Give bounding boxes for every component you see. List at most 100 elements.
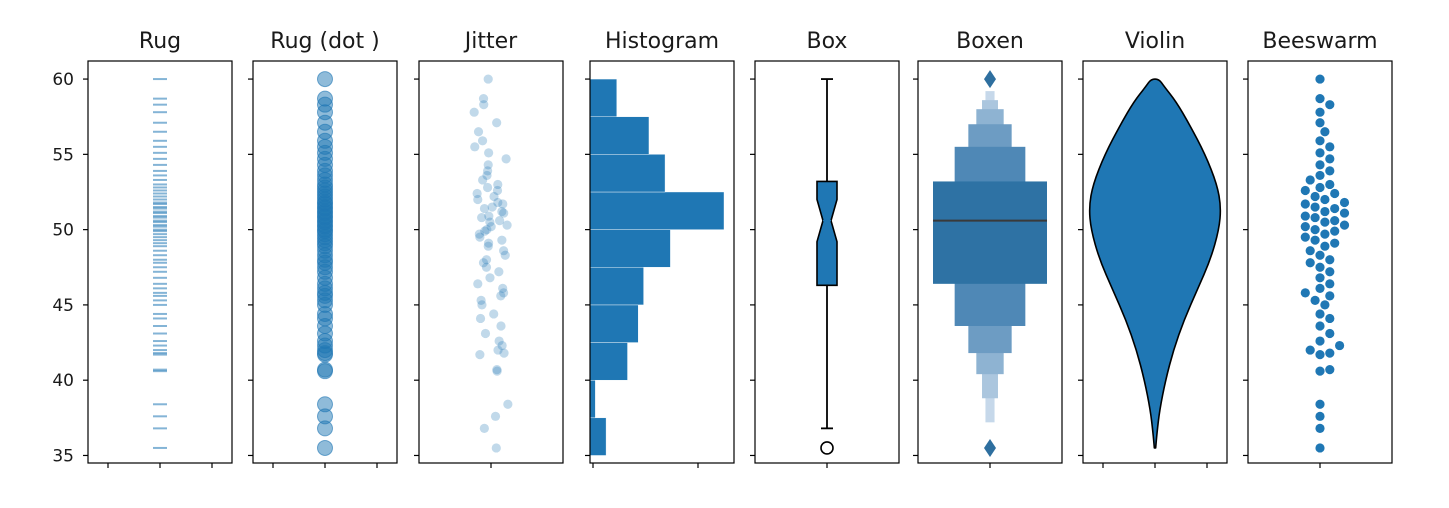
panel-jitter: Jitter bbox=[414, 29, 564, 468]
beeswarm-point bbox=[1330, 215, 1340, 226]
box-body bbox=[816, 180, 838, 287]
panel-violin: Violin bbox=[1078, 29, 1228, 468]
jitter-point bbox=[483, 241, 493, 251]
jitter-point bbox=[474, 229, 484, 239]
beeswarm-point bbox=[1330, 203, 1340, 214]
jitter-point bbox=[482, 182, 493, 193]
y-tick-label: 55 bbox=[52, 145, 74, 165]
jitter-point bbox=[499, 288, 509, 298]
jitter-point bbox=[494, 267, 504, 277]
beeswarm-point bbox=[1315, 182, 1325, 193]
jitter-point bbox=[484, 148, 494, 158]
panels: Rug Rug (dot ) Jitter Histogram Box Boxen Viol… bbox=[83, 29, 1393, 468]
jitter-point bbox=[493, 197, 503, 208]
boxen-outlier bbox=[984, 438, 996, 457]
jitter-point bbox=[497, 235, 507, 245]
beeswarm-point bbox=[1300, 288, 1310, 298]
beeswarm-point bbox=[1310, 191, 1320, 202]
beeswarm-point bbox=[1315, 443, 1325, 453]
beeswarm-point bbox=[1320, 206, 1330, 217]
beeswarm-point bbox=[1315, 170, 1325, 181]
beeswarm-point bbox=[1305, 246, 1315, 256]
jitter-point bbox=[502, 220, 512, 230]
rug-dot bbox=[317, 361, 333, 378]
jitter-point bbox=[477, 300, 487, 310]
panel-frame bbox=[1247, 60, 1393, 464]
jitter-point bbox=[483, 166, 493, 176]
histogram-bar bbox=[589, 229, 671, 268]
y-axis: 35 40 45 50 55 60 bbox=[52, 70, 74, 466]
jitter-point bbox=[495, 215, 505, 226]
jitter-point bbox=[490, 411, 501, 421]
marks bbox=[1088, 78, 1222, 449]
beeswarm-point bbox=[1315, 118, 1325, 128]
jitter-point bbox=[473, 279, 483, 289]
jitter-point bbox=[496, 321, 506, 331]
histogram-bar bbox=[589, 417, 607, 456]
beeswarm-point bbox=[1320, 241, 1330, 251]
jitter-point bbox=[498, 199, 508, 209]
jitter-point bbox=[479, 423, 489, 433]
marks bbox=[1300, 74, 1350, 453]
jitter-point bbox=[481, 262, 492, 272]
panel-title: Histogram bbox=[605, 29, 719, 54]
beeswarm-point bbox=[1310, 235, 1320, 245]
panel-title: Boxen bbox=[956, 29, 1024, 54]
beeswarm-point bbox=[1315, 411, 1325, 421]
jitter-point bbox=[503, 399, 513, 409]
jitter-point bbox=[487, 202, 497, 212]
jitter-point bbox=[475, 313, 486, 324]
jitter-point bbox=[483, 160, 493, 170]
beeswarm-point bbox=[1300, 211, 1310, 221]
beeswarm-point bbox=[1315, 349, 1325, 360]
jitter-point bbox=[493, 179, 503, 190]
jitter-point bbox=[499, 246, 509, 256]
jitter-point bbox=[478, 94, 489, 104]
jitter-point bbox=[492, 366, 502, 376]
histogram-bar bbox=[589, 78, 617, 117]
marks bbox=[816, 78, 838, 455]
panel-beeswarm: Beeswarm bbox=[1243, 29, 1393, 468]
panel-title: Violin bbox=[1125, 29, 1185, 54]
panel-box: Box bbox=[750, 29, 900, 468]
rug-dot bbox=[317, 71, 333, 88]
histogram-bar bbox=[589, 267, 644, 306]
beeswarm-point bbox=[1315, 94, 1325, 104]
panel-frame bbox=[87, 60, 233, 464]
jitter-point bbox=[489, 191, 499, 202]
jitter-point bbox=[482, 225, 492, 235]
rug-dot bbox=[317, 90, 333, 107]
jitter-point bbox=[482, 170, 492, 181]
panel-rug: Rug bbox=[83, 29, 233, 468]
panel-title: Beeswarm bbox=[1262, 29, 1377, 54]
y-tick-label: 35 bbox=[52, 446, 74, 466]
panel-frame bbox=[754, 60, 900, 464]
jitter-point bbox=[499, 208, 509, 218]
beeswarm-point bbox=[1310, 202, 1320, 212]
marks bbox=[153, 78, 167, 449]
panel-frame bbox=[1082, 60, 1228, 464]
panel-title: Rug (dot ) bbox=[270, 29, 379, 54]
panel-title: Rug bbox=[139, 29, 181, 54]
jitter-point bbox=[480, 328, 491, 339]
jitter-point bbox=[491, 443, 501, 453]
beeswarm-point bbox=[1315, 336, 1325, 346]
beeswarm-point bbox=[1325, 255, 1335, 265]
y-tick-label: 45 bbox=[52, 296, 74, 316]
jitter-point bbox=[473, 194, 483, 205]
beeswarm-point bbox=[1315, 423, 1325, 433]
jitter-point bbox=[500, 250, 510, 260]
histogram-bar bbox=[589, 342, 628, 381]
jitter-point bbox=[473, 127, 484, 137]
jitter-point bbox=[489, 309, 499, 319]
beeswarm-point bbox=[1310, 295, 1320, 305]
panel-frame bbox=[252, 60, 398, 464]
beeswarm-point bbox=[1339, 197, 1350, 208]
jitter-point bbox=[477, 212, 487, 223]
beeswarm-point bbox=[1315, 273, 1325, 283]
beeswarm-point bbox=[1315, 321, 1325, 331]
marks bbox=[933, 70, 1047, 457]
jitter-point bbox=[479, 100, 489, 110]
jitter-point bbox=[486, 222, 496, 232]
jitter-point bbox=[492, 118, 502, 128]
